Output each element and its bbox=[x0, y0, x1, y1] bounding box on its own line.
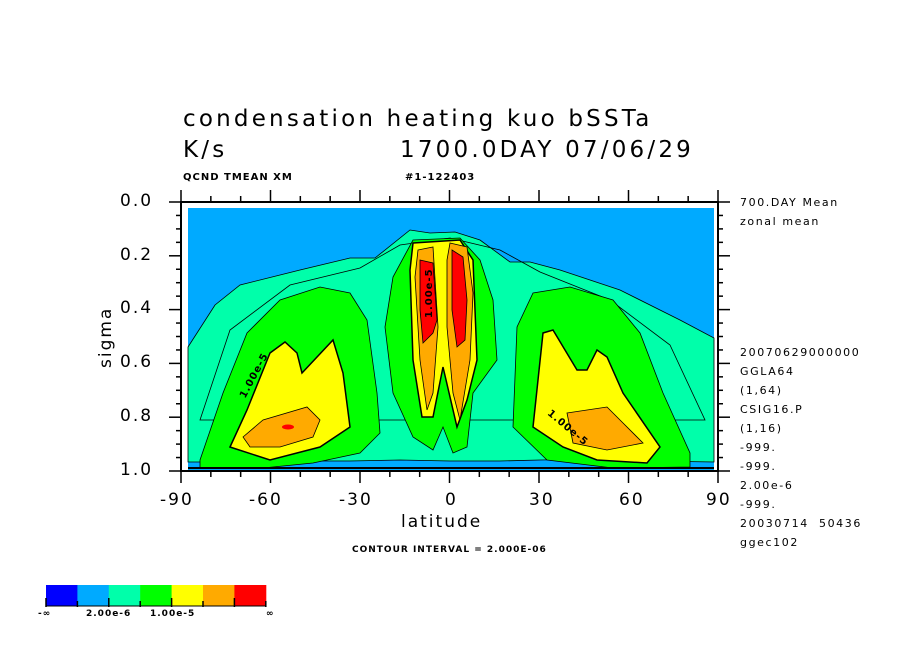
side-info-line: 2.00e-6 bbox=[740, 479, 794, 492]
side-info-line: -999. bbox=[740, 441, 777, 454]
colorbar-swatch bbox=[46, 585, 78, 606]
colorbar-swatch bbox=[234, 585, 267, 606]
region-level-7-left bbox=[282, 424, 294, 430]
colorbar-swatch bbox=[108, 585, 141, 606]
region-level-7-center-right bbox=[451, 249, 468, 348]
side-info-line: 700.DAY Mean bbox=[740, 196, 839, 209]
colorbar bbox=[45, 585, 267, 607]
colorbar-swatch bbox=[77, 585, 110, 606]
colorbar-swatch bbox=[171, 585, 204, 606]
region-level-3-inner bbox=[199, 237, 706, 421]
contour-label: 1.00e-5 bbox=[424, 268, 435, 318]
colorbar-label: -∞ bbox=[38, 609, 52, 619]
side-info-line: zonal mean bbox=[740, 215, 820, 228]
region-level-7-center-left bbox=[419, 259, 438, 344]
y-tick-label: 0.2 bbox=[120, 245, 154, 265]
x-tick-label: -60 bbox=[249, 490, 283, 510]
side-info-line: (1,64) bbox=[740, 384, 783, 397]
side-info-line: 20070629000000 bbox=[740, 346, 861, 359]
chart-title: condensation heating kuo bSSTa bbox=[183, 106, 653, 132]
region-level-6-left bbox=[242, 406, 321, 448]
side-info-line: CSIG16.P bbox=[740, 403, 804, 416]
colorbar-swatch bbox=[203, 585, 235, 606]
side-info-line: -999. bbox=[740, 498, 777, 511]
x-tick-label: 60 bbox=[619, 490, 645, 510]
y-axis-label: sigma bbox=[96, 306, 116, 368]
x-tick-label: -90 bbox=[160, 490, 194, 510]
side-info-line: -999. bbox=[740, 460, 777, 473]
y-tick-label: 0.6 bbox=[120, 352, 154, 372]
variable-label: QCND TMEAN XM bbox=[183, 172, 293, 183]
axis-ticks bbox=[169, 190, 730, 483]
side-info-line: GGLA64 bbox=[740, 365, 795, 378]
x-tick-label: 30 bbox=[529, 490, 555, 510]
side-info-line: 20030714 50436 bbox=[740, 517, 862, 530]
colorbar-label: 1.00e-5 bbox=[150, 609, 196, 619]
side-info-line: (1,16) bbox=[740, 422, 783, 435]
units-label: K/s bbox=[183, 137, 228, 163]
colorbar-label: 2.00e-6 bbox=[86, 609, 132, 619]
x-axis-label: latitude bbox=[401, 512, 483, 532]
y-tick-label: 1.0 bbox=[120, 460, 154, 480]
x-tick-label: 0 bbox=[445, 490, 458, 510]
y-tick-label: 0.0 bbox=[120, 191, 154, 211]
x-tick-label: 90 bbox=[706, 490, 732, 510]
x-tick-label: -30 bbox=[339, 490, 373, 510]
side-info-line: ggec102 bbox=[740, 536, 799, 549]
contour-interval: CONTOUR INTERVAL = 2.000E-06 bbox=[352, 545, 547, 555]
time-label: 1700.0DAY 07/06/29 bbox=[400, 137, 694, 163]
region-level-6-right bbox=[566, 406, 644, 451]
colorbar-label: ∞ bbox=[266, 609, 275, 619]
colorbar-swatch bbox=[140, 585, 173, 606]
y-tick-label: 0.8 bbox=[120, 406, 154, 426]
run-label: #1-122403 bbox=[405, 172, 476, 183]
y-tick-label: 0.4 bbox=[120, 298, 154, 318]
